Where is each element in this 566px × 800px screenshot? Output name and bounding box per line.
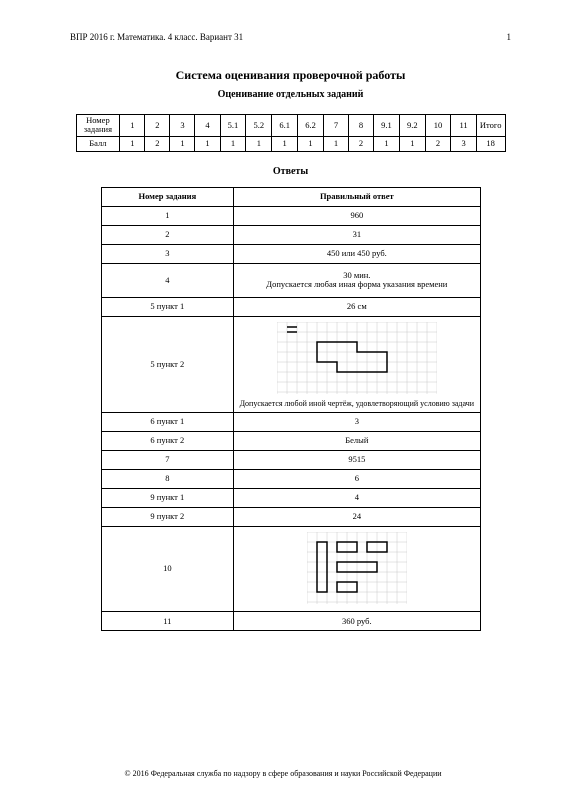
- task-number: 1: [101, 206, 234, 225]
- answers-heading: Ответы: [70, 166, 511, 177]
- scoring-point: 1: [323, 136, 348, 151]
- scoring-col: 10: [425, 115, 451, 137]
- header-page-number: 1: [507, 32, 512, 42]
- task-answer: 24: [234, 507, 480, 526]
- scoring-point: 1: [170, 136, 195, 151]
- task-answer: 4: [234, 488, 480, 507]
- table-row: 3450 или 450 руб.: [101, 244, 480, 263]
- scoring-point: 18: [476, 136, 505, 151]
- page-subtitle: Оценивание отдельных заданий: [70, 89, 511, 100]
- task-number: 9 пункт 1: [101, 488, 234, 507]
- scoring-col: 5.2: [246, 115, 272, 137]
- task-number: 10: [101, 526, 234, 611]
- task-answer: 360 руб.: [234, 612, 480, 631]
- task-number: 5 пункт 2: [101, 316, 234, 412]
- page-header: ВПР 2016 г. Математика. 4 класс. Вариант…: [70, 32, 511, 42]
- table-row: 10: [101, 526, 480, 611]
- scoring-point: 2: [425, 136, 451, 151]
- table-row: 6 пункт 2Белый: [101, 431, 480, 450]
- scoring-col: 1: [120, 115, 145, 137]
- scoring-point: 1: [220, 136, 246, 151]
- scoring-label: Номер задания: [76, 115, 120, 137]
- task-answer: [234, 526, 480, 611]
- task-number: 2: [101, 225, 234, 244]
- task-number: 3: [101, 244, 234, 263]
- header-left: ВПР 2016 г. Математика. 4 класс. Вариант…: [70, 32, 243, 42]
- task-number: 11: [101, 612, 234, 631]
- task-answer: 31: [234, 225, 480, 244]
- scoring-col: 9.1: [374, 115, 400, 137]
- task-answer: 3: [234, 412, 480, 431]
- task-answer: Допускается любой иной чертёж, удовлетво…: [234, 316, 480, 412]
- task-number: 6 пункт 2: [101, 431, 234, 450]
- task-answer: 450 или 450 руб.: [234, 244, 480, 263]
- answers-header: Правильный ответ: [234, 187, 480, 206]
- scoring-col: 2: [145, 115, 170, 137]
- scoring-table: Номер задания12345.15.26.16.2789.19.2101…: [76, 114, 506, 152]
- figure-caption: Допускается любой иной чертёж, удовлетво…: [237, 400, 476, 409]
- task-answer: 6: [234, 469, 480, 488]
- table-row: 1960: [101, 206, 480, 225]
- page-title: Система оценивания проверочной работы: [70, 68, 511, 83]
- scoring-point: 1: [298, 136, 324, 151]
- task-number: 9 пункт 2: [101, 507, 234, 526]
- table-row: 11360 руб.: [101, 612, 480, 631]
- scoring-col: 11: [451, 115, 477, 137]
- table-row: 430 мин.Допускается любая иная форма ука…: [101, 263, 480, 297]
- table-row: 5 пункт 126 см: [101, 297, 480, 316]
- scoring-col: 3: [170, 115, 195, 137]
- table-row: 5 пункт 2Допускается любой иной чертёж, …: [101, 316, 480, 412]
- scoring-col: 4: [195, 115, 220, 137]
- table-row: 9 пункт 224: [101, 507, 480, 526]
- task-answer: 9515: [234, 450, 480, 469]
- scoring-point: 1: [272, 136, 298, 151]
- scoring-col: 8: [348, 115, 373, 137]
- task-number: 7: [101, 450, 234, 469]
- footer: © 2016 Федеральная служба по надзору в с…: [0, 769, 566, 778]
- table-row: 6 пункт 13: [101, 412, 480, 431]
- task-answer: Белый: [234, 431, 480, 450]
- table-row: 231: [101, 225, 480, 244]
- scoring-point: 2: [348, 136, 373, 151]
- scoring-point: 2: [145, 136, 170, 151]
- scoring-col: 7: [323, 115, 348, 137]
- task-answer: 30 мин.Допускается любая иная форма указ…: [234, 263, 480, 297]
- task-number: 8: [101, 469, 234, 488]
- table-row: 9 пункт 14: [101, 488, 480, 507]
- scoring-point: 3: [451, 136, 477, 151]
- scoring-point: 1: [399, 136, 425, 151]
- scoring-col: 6.2: [298, 115, 324, 137]
- task-answer: 960: [234, 206, 480, 225]
- task-number: 4: [101, 263, 234, 297]
- table-row: 79515: [101, 450, 480, 469]
- answers-header: Номер задания: [101, 187, 234, 206]
- task-number: 6 пункт 1: [101, 412, 234, 431]
- answers-table: Номер заданияПравильный ответ19602313450…: [101, 187, 481, 631]
- scoring-col: Итого: [476, 115, 505, 137]
- scoring-point: 1: [246, 136, 272, 151]
- scoring-point: 1: [120, 136, 145, 151]
- scoring-point: 1: [195, 136, 220, 151]
- scoring-point: 1: [374, 136, 400, 151]
- scoring-label: Балл: [76, 136, 120, 151]
- scoring-col: 5.1: [220, 115, 246, 137]
- task-answer: 26 см: [234, 297, 480, 316]
- table-row: 86: [101, 469, 480, 488]
- task-number: 5 пункт 1: [101, 297, 234, 316]
- scoring-col: 9.2: [399, 115, 425, 137]
- scoring-col: 6.1: [272, 115, 298, 137]
